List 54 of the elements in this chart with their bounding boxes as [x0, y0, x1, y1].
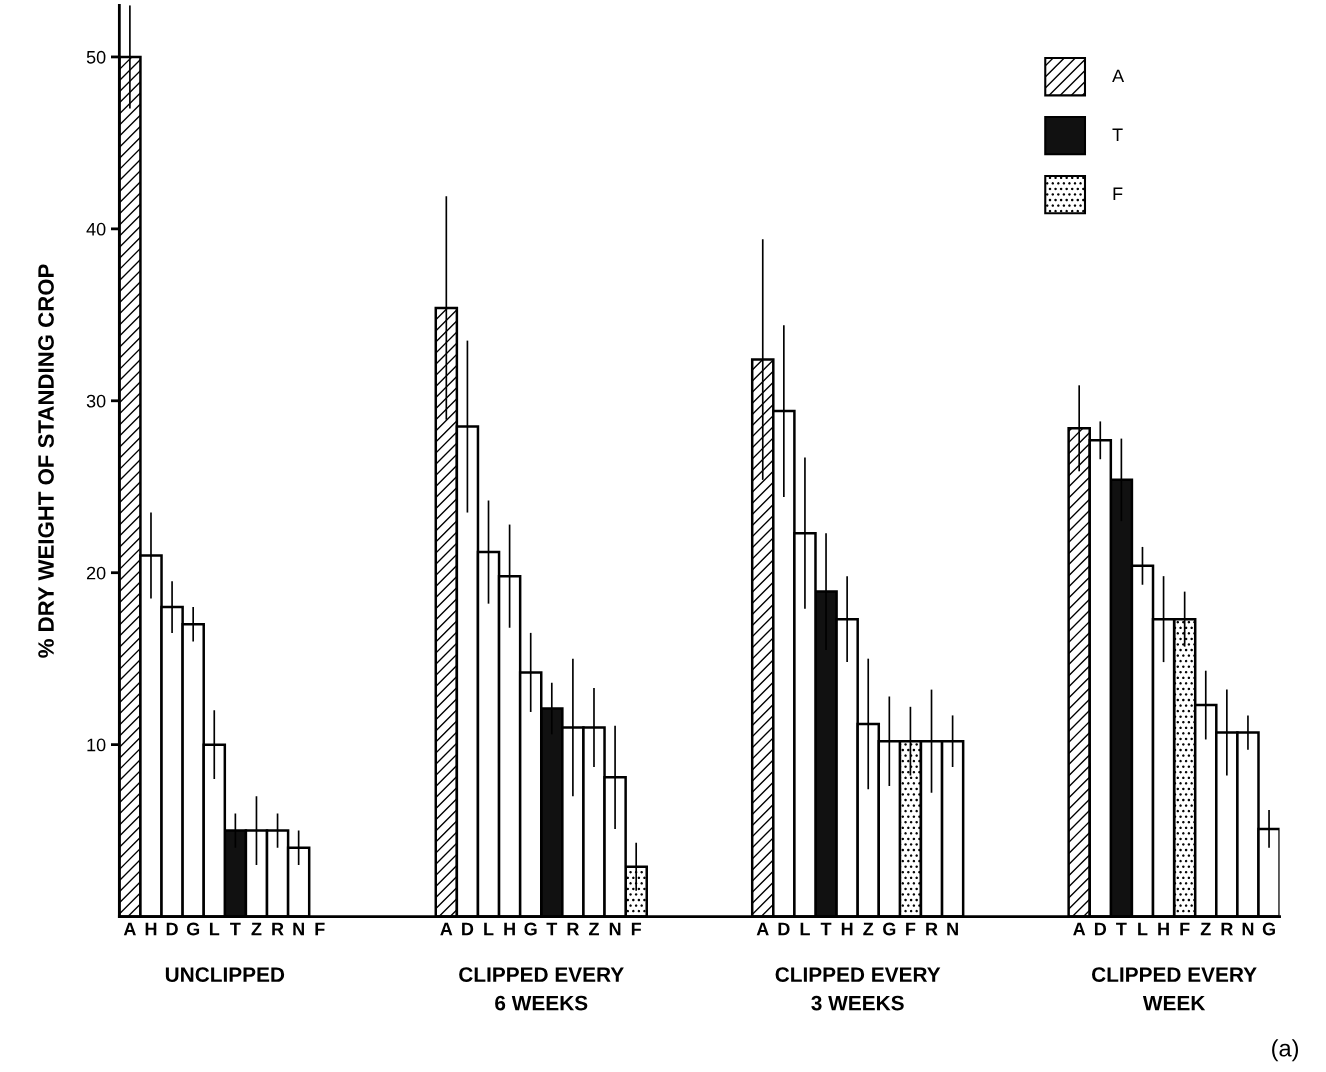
- x-tick-label: T: [1116, 922, 1127, 936]
- y-tick-label: 10: [87, 738, 106, 752]
- x-tick-label: D: [778, 922, 790, 936]
- text: CLIPPED EVERY 3 WEEKS: [775, 967, 941, 1011]
- x-tick-label: R: [1221, 922, 1233, 936]
- x-tick-label: A: [1073, 922, 1086, 936]
- x-tick-label: T: [230, 922, 241, 936]
- legend-label: F: [1113, 187, 1123, 200]
- x-tick-label: D: [1094, 922, 1107, 936]
- x-tick-label: F: [631, 922, 642, 936]
- x-tick-label: N: [609, 922, 621, 936]
- x-tick-label: A: [123, 922, 136, 936]
- y-tick-label: 20: [86, 566, 106, 580]
- x-tick-label: N: [947, 922, 958, 936]
- x-tick-label: R: [272, 922, 284, 936]
- legend-label: A: [1112, 69, 1125, 83]
- x-tick-label: H: [504, 922, 515, 936]
- text: UNCLIPPED: [165, 967, 285, 982]
- x-tick-label: R: [926, 922, 938, 936]
- x-tick-label: N: [1242, 922, 1254, 936]
- x-tick-label: N: [293, 922, 304, 936]
- x-tick-label: T: [546, 922, 558, 936]
- x-tick-label: D: [462, 922, 474, 936]
- y-tick-label: 50: [86, 50, 106, 64]
- x-tick-label: Z: [1200, 922, 1211, 936]
- x-tick-label: G: [186, 922, 200, 936]
- x-tick-label: A: [756, 922, 769, 936]
- x-tick-label: F: [1180, 922, 1190, 936]
- legend-label: T: [1112, 128, 1123, 142]
- text: (a): [1272, 1039, 1299, 1062]
- y-tick-label: 40: [86, 222, 106, 236]
- x-tick-label: Z: [251, 922, 262, 936]
- x-tick-label: L: [209, 922, 220, 936]
- x-tick-label: L: [1138, 922, 1148, 936]
- x-tick-label: R: [567, 922, 580, 936]
- x-tick-label: G: [883, 922, 896, 936]
- y-tick-label: 30: [86, 394, 106, 408]
- x-tick-label: A: [440, 922, 453, 936]
- x-tick-label: G: [524, 922, 537, 936]
- x-tick-label: G: [1262, 922, 1275, 936]
- x-tick-label: D: [166, 922, 178, 936]
- text: CLIPPED EVERY WEEK: [1092, 967, 1257, 1011]
- text: CLIPPED EVERY 6 WEEKS: [459, 967, 624, 1011]
- x-tick-label: H: [841, 922, 853, 936]
- x-tick-label: F: [906, 922, 916, 936]
- y-axis-title: % DRY WEIGHT OF STANDING CROP: [38, 264, 54, 658]
- x-tick-label: L: [484, 922, 494, 936]
- x-tick-label: Z: [863, 922, 874, 936]
- x-tick-label: T: [820, 922, 832, 936]
- x-tick-label: H: [145, 922, 157, 936]
- x-tick-label: H: [1158, 922, 1169, 936]
- x-tick-label: L: [800, 922, 810, 936]
- x-tick-label: F: [315, 922, 325, 936]
- x-tick-label: Z: [589, 922, 599, 936]
